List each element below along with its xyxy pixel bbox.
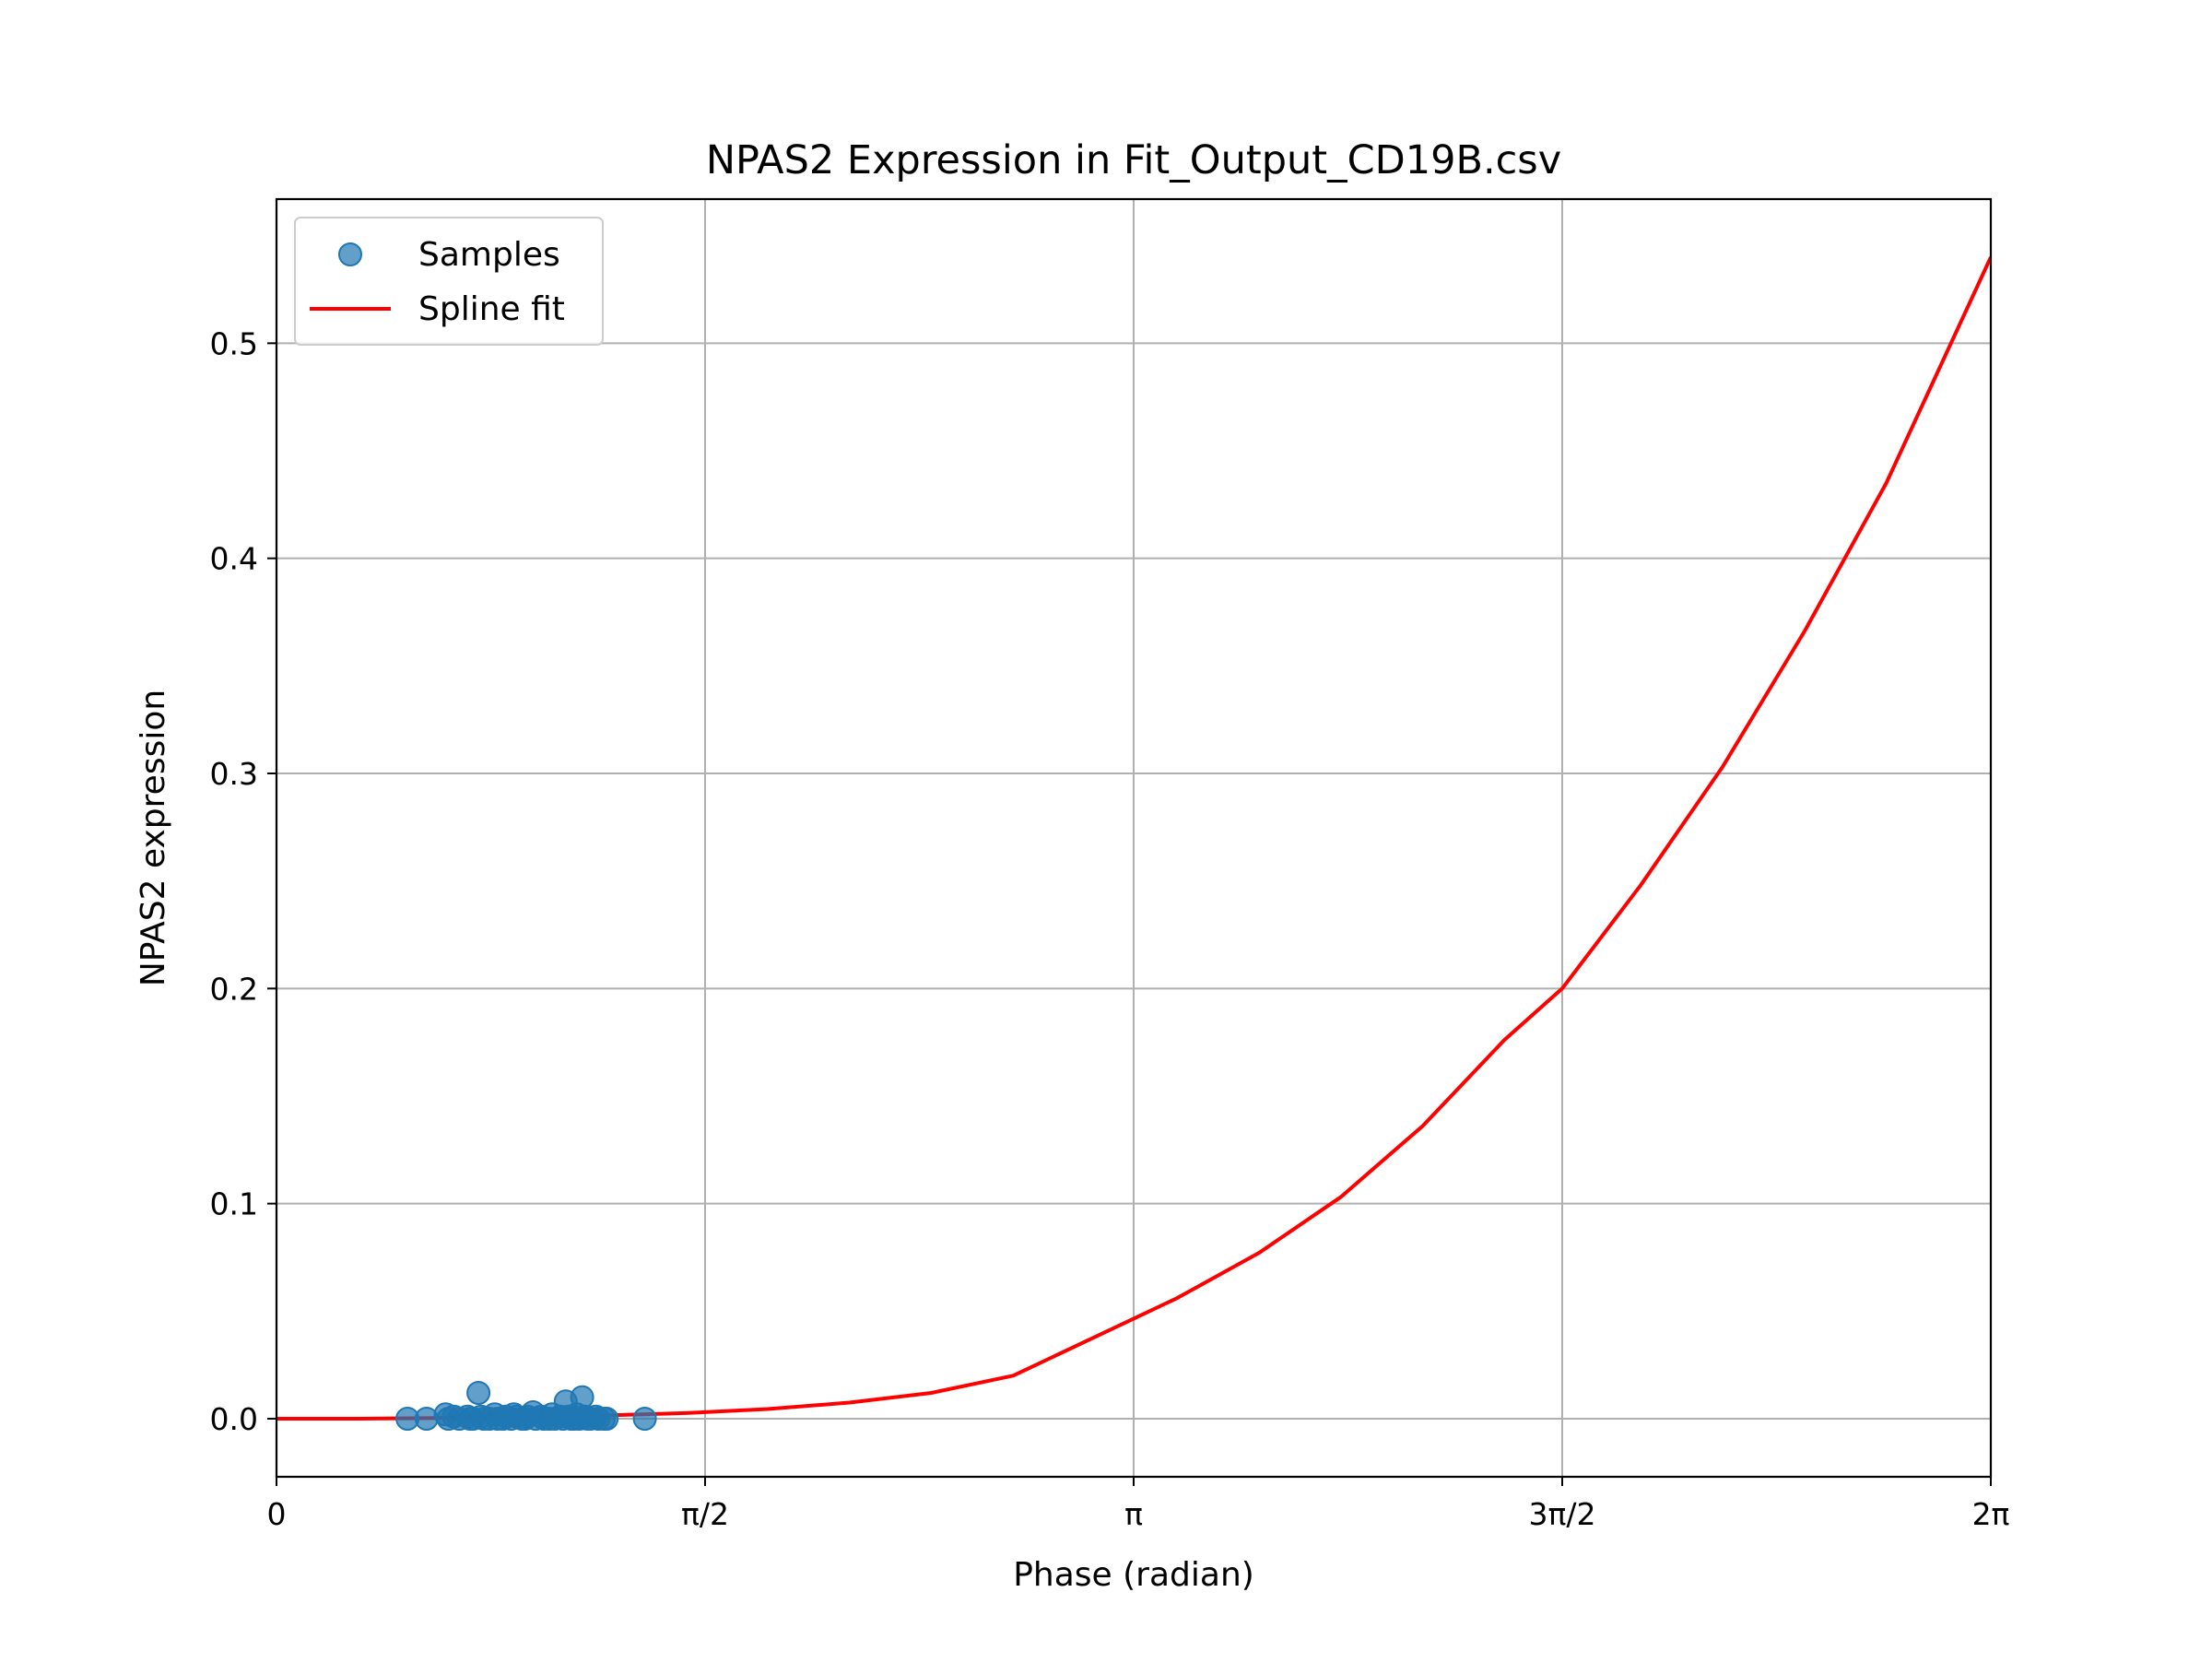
- grid: [276, 199, 1992, 1477]
- legend-samples-label: Samples: [418, 236, 560, 274]
- x-tick-label: 3π/2: [1529, 1496, 1596, 1532]
- sample-point: [466, 1381, 491, 1405]
- y-tick-label: 0.3: [210, 756, 258, 792]
- y-tick-label: 0.0: [210, 1401, 258, 1437]
- x-tick-label: 2π: [1972, 1496, 2010, 1532]
- legend-spline-label: Spline fit: [418, 290, 565, 328]
- y-tick-label: 0.5: [210, 325, 258, 361]
- chart-title: NPAS2 Expression in Fit_Output_CD19B.csv: [706, 137, 1561, 183]
- legend: Samples Spline fit: [294, 217, 604, 346]
- samples-layer: [395, 1381, 657, 1431]
- y-axis-label: NPAS2 expression: [135, 690, 172, 986]
- y-tick-label: 0.4: [210, 541, 258, 577]
- x-axis-label: Phase (radian): [1013, 1556, 1254, 1594]
- legend-box: [294, 217, 604, 346]
- y-tick-label: 0.1: [210, 1186, 258, 1222]
- sample-point: [632, 1407, 657, 1431]
- axis-ticks: 0 π/2 π 3π/2 2π 0.0 0.1 0.2 0.3 0.4 0.5: [210, 325, 2010, 1532]
- y-tick-label: 0.2: [210, 971, 258, 1007]
- x-tick-label: 0: [267, 1496, 287, 1532]
- x-tick-label: π/2: [681, 1496, 729, 1532]
- plot-area: [276, 256, 1991, 1431]
- legend-samples-marker: [338, 242, 362, 266]
- x-tick-label: π: [1124, 1496, 1143, 1532]
- sample-point: [594, 1407, 619, 1431]
